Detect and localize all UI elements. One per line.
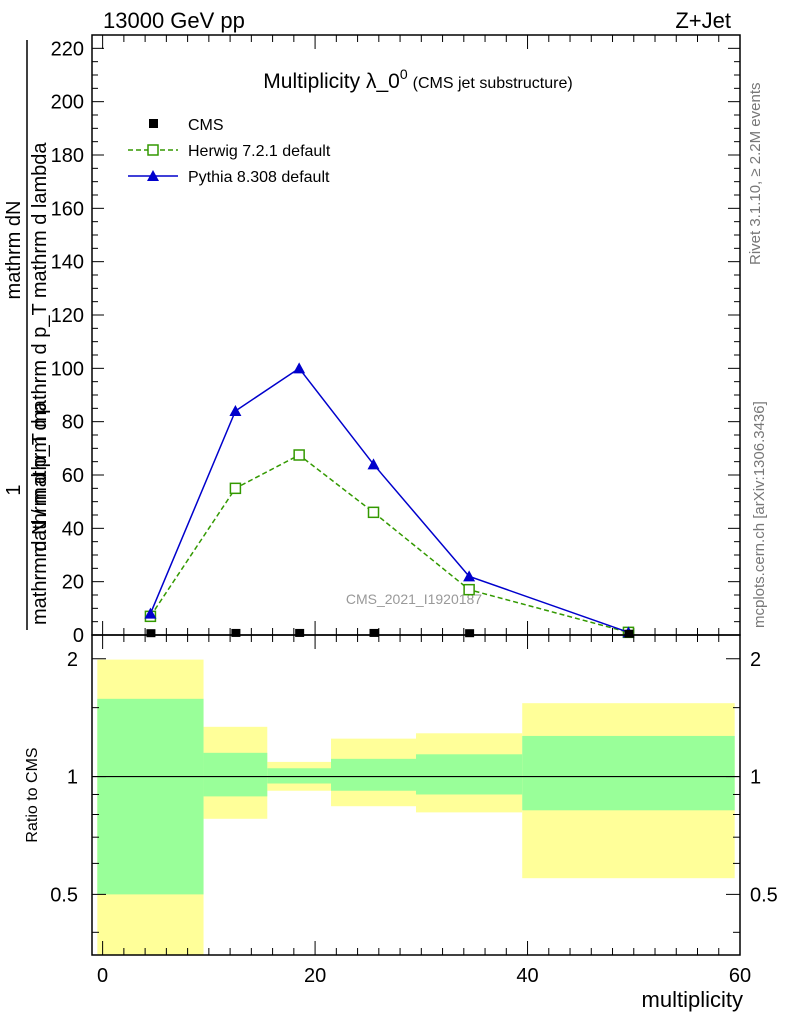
ylabel-fraction-top: mathrm dN — [3, 201, 25, 300]
ylabel-denominator: mathrm d N / mathrm d p — [29, 403, 51, 625]
x-tick-label: 20 — [304, 965, 326, 987]
ratio-inner-band — [203, 752, 268, 797]
ratio-inner-band — [97, 698, 204, 895]
mcplots-label: mcplots.cern.ch [arXiv:1306.3436] — [751, 401, 768, 628]
main-y-axis-label: 1 mathrm d N / mathrm d p mathrm dN math… — [3, 40, 51, 630]
pythia-series-line — [149, 367, 629, 634]
legend-cms-label: CMS — [188, 117, 224, 134]
ratio-y-tick-label: 1 — [67, 767, 78, 789]
ratio-y-tick-label-right: 1 — [750, 767, 761, 789]
cms-point — [295, 628, 305, 637]
ratio-inner-band — [331, 758, 416, 791]
ylabel-numerator: 1 — [3, 484, 25, 495]
chart-title-superscript: 0 — [400, 66, 408, 82]
main-y-tick-label: 160 — [51, 198, 84, 220]
main-y-tick-label: 80 — [62, 412, 84, 434]
herwig-point — [293, 449, 305, 461]
pythia-point — [144, 607, 157, 619]
main-y-tick-label: 0 — [73, 625, 84, 647]
x-tick-label: 40 — [516, 965, 538, 987]
legend-pythia-label: Pythia 8.308 default — [188, 169, 330, 186]
ratio-inner-band — [267, 768, 332, 784]
pythia-point — [229, 405, 242, 416]
chart-title: Multiplicity λ_00 (CMS jet substructure) — [263, 66, 572, 93]
legend-cms-marker — [149, 119, 158, 128]
herwig-point — [229, 482, 242, 495]
cms-point — [369, 628, 379, 637]
main-y-tick-label: 100 — [51, 358, 84, 380]
x-tick-label: 60 — [729, 965, 751, 987]
pythia-point — [463, 570, 476, 582]
main-y-tick-label: 60 — [62, 465, 84, 487]
main-y-tick-label: 20 — [62, 572, 84, 594]
ratio-y-tick-label: 2 — [67, 649, 78, 671]
pythia-point — [367, 458, 380, 470]
main-panel: 0 20 40 60 80 100 120 140 160 180 200 220 Multiplici… — [51, 34, 741, 647]
legend-herwig-label: Herwig 7.2.1 default — [188, 143, 331, 160]
x-axis-label: multiplicity — [642, 987, 743, 1012]
legend: CMS Herwig 7.2.1 default Pythia 8.308 defa… — [128, 117, 331, 186]
main-y-tick-label: 200 — [51, 92, 84, 114]
herwig-point — [367, 506, 380, 519]
ylabel-fraction-bottom: mathrm d p_T mathrm d p_T mathrm d lambd… — [29, 142, 51, 558]
ratio-panel: 0.5 0.51 12 20 20 40 60 — [50, 634, 778, 987]
main-y-tick-label: 40 — [62, 518, 84, 540]
analysis-id-label: CMS_2021_I1920187 — [346, 591, 482, 607]
ratio-y-tick-label: 0.5 — [50, 884, 78, 906]
main-y-tick-label: 220 — [51, 38, 84, 60]
energy-label: 13000 GeV pp — [103, 8, 245, 33]
herwig-point — [463, 583, 475, 596]
cms-point — [465, 629, 475, 638]
main-y-tick-label: 140 — [51, 252, 84, 274]
herwig-series-line — [149, 454, 629, 634]
cms-point — [231, 628, 241, 637]
ylabel-denominator-text: mathrm d N / mathrm d p — [29, 403, 51, 625]
legend-pythia-marker — [147, 170, 159, 181]
pythia-point — [293, 362, 306, 374]
ratio-y-label: Ratio to CMS — [24, 747, 41, 842]
main-y-tick-label: 180 — [51, 145, 84, 167]
ratio-inner-band — [416, 754, 523, 795]
chart-subtitle: (CMS jet substructure) — [413, 75, 573, 92]
legend-herwig-marker — [147, 144, 159, 156]
ratio-frame — [91, 634, 741, 956]
ratio-y-tick-label-right: 2 — [750, 649, 761, 671]
main-y-tick-label: 120 — [51, 305, 84, 327]
ratio-y-tick-label-right: 0.5 — [750, 884, 778, 906]
x-tick-label: 0 — [97, 965, 108, 987]
process-label: Z+Jet — [675, 8, 731, 33]
cms-point — [146, 629, 156, 638]
ratio-inner-band — [522, 735, 735, 811]
cms-point — [624, 629, 634, 638]
chart-title-main: Multiplicity λ_0 — [263, 70, 400, 93]
rivet-label: Rivet 3.1.10, ≥ 2.2M events — [747, 83, 764, 266]
